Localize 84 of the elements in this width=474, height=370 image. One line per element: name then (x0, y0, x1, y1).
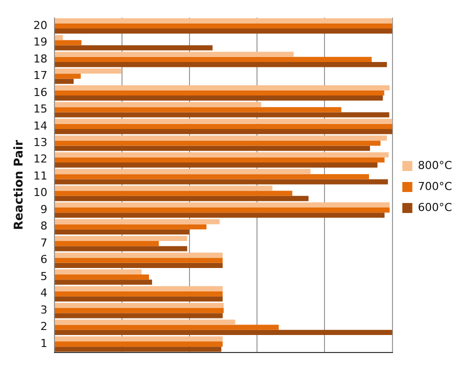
bar (54, 118, 392, 124)
bar (54, 246, 188, 252)
bar (54, 190, 292, 196)
y-tick-label: 8 (40, 220, 48, 233)
bar (54, 262, 223, 268)
y-tick-label: 6 (40, 253, 48, 266)
bar (54, 196, 309, 202)
bar (54, 62, 387, 68)
bar (54, 229, 190, 235)
y-tick-label: 1 (40, 336, 48, 350)
bar (54, 112, 390, 118)
y-tick-label: 9 (40, 202, 48, 216)
bar (54, 174, 370, 180)
legend-label: 800°C (418, 158, 452, 172)
bar (54, 302, 224, 308)
bar (54, 90, 384, 96)
bar (54, 124, 392, 129)
bar (54, 152, 389, 158)
y-tick-label: 20 (33, 18, 48, 32)
bar (54, 95, 383, 101)
bar (54, 128, 392, 134)
bar (54, 224, 206, 230)
bar (54, 157, 385, 162)
bar (54, 336, 223, 342)
bar (54, 269, 142, 275)
bar (54, 140, 380, 146)
bar (54, 346, 222, 352)
bar (54, 313, 223, 318)
y-tick-label: 11 (33, 169, 48, 182)
y-axis-title: Reaction Pair (11, 140, 26, 230)
bar (54, 18, 392, 24)
bar (54, 296, 223, 302)
bar (54, 162, 378, 168)
bar (54, 252, 223, 258)
bar (54, 23, 392, 29)
y-tick-label: 13 (33, 136, 48, 150)
bar (54, 146, 370, 151)
bar (54, 308, 224, 314)
bar (54, 74, 81, 79)
bar (54, 102, 262, 108)
bar (54, 286, 223, 292)
bar (54, 280, 152, 285)
bar (54, 45, 213, 50)
bar (54, 241, 159, 246)
bar (54, 274, 150, 280)
bar (54, 35, 63, 40)
bar (54, 330, 392, 335)
bar (54, 202, 390, 208)
bar (54, 320, 236, 325)
y-tick-label: 19 (33, 36, 48, 49)
bar (54, 219, 220, 224)
y-tick-label: 16 (33, 86, 48, 99)
bar (54, 186, 272, 191)
y-tick-label: 5 (40, 270, 48, 283)
bar (54, 135, 387, 141)
bar (54, 324, 279, 330)
bar (54, 208, 390, 213)
y-tick-label: 7 (40, 236, 48, 250)
legend-label: 700°C (418, 180, 452, 193)
y-tick-label: 12 (33, 152, 48, 166)
bar (54, 52, 294, 57)
bar (54, 28, 392, 34)
bar (54, 341, 223, 347)
y-tick-label: 17 (33, 69, 48, 82)
bar (54, 236, 188, 242)
bar (54, 291, 223, 296)
bar (54, 168, 311, 174)
y-tick-label: 4 (40, 286, 48, 300)
y-tick-label: 15 (33, 102, 48, 116)
bar (54, 179, 388, 184)
bar (54, 78, 74, 84)
bar (54, 85, 390, 90)
bar (54, 258, 223, 263)
y-tick-label: 3 (40, 303, 48, 316)
bar (54, 68, 122, 74)
bar (54, 107, 342, 112)
bar (54, 40, 82, 46)
y-tick-label: 2 (40, 320, 48, 334)
y-tick-label: 10 (33, 186, 48, 200)
bar (54, 56, 372, 62)
y-tick-label: 18 (33, 52, 48, 66)
bar (54, 212, 385, 218)
y-tick-label: 14 (33, 119, 48, 132)
legend-label: 600°C (418, 200, 452, 214)
